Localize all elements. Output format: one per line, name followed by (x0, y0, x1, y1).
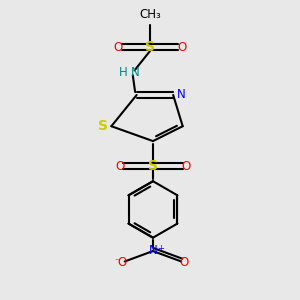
Text: S: S (145, 40, 155, 55)
Text: O: O (182, 160, 191, 173)
Text: O: O (114, 41, 123, 54)
Text: N: N (131, 66, 140, 79)
Text: N: N (149, 244, 158, 257)
Text: H: H (119, 66, 128, 79)
Text: O: O (179, 256, 188, 269)
Text: O: O (118, 256, 127, 269)
Text: O: O (177, 41, 186, 54)
Text: O: O (115, 160, 124, 173)
Text: +: + (157, 244, 164, 253)
Text: ⁻: ⁻ (115, 257, 120, 267)
Text: S: S (148, 159, 158, 173)
Text: CH₃: CH₃ (139, 8, 161, 21)
Text: N: N (177, 88, 185, 101)
Text: S: S (98, 119, 108, 133)
